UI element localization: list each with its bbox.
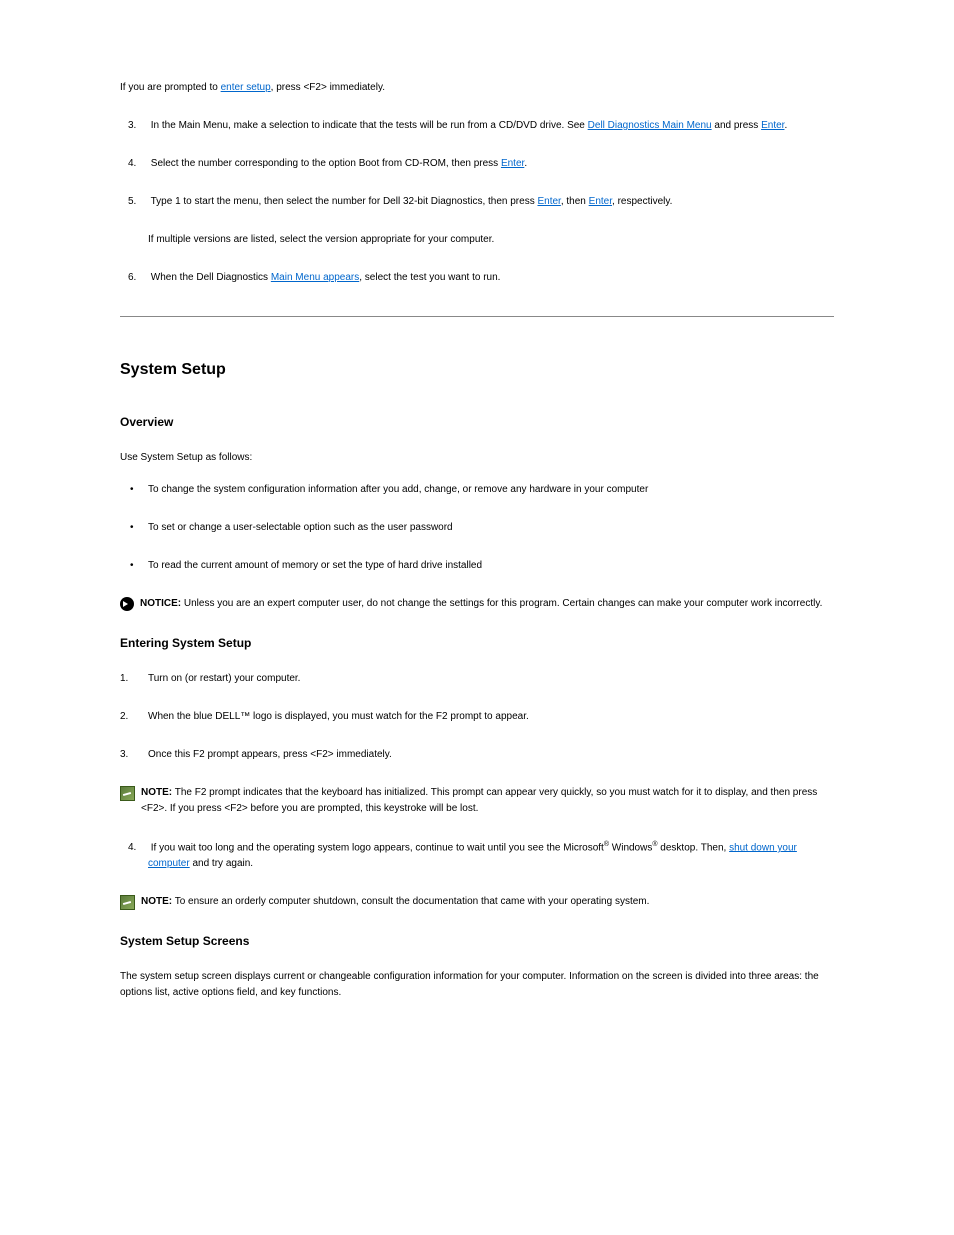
note-2-label: NOTE:: [141, 896, 172, 907]
enter-step-3-text: Once this F2 prompt appears, press <F2> …: [148, 749, 392, 760]
step-4-link[interactable]: Enter: [501, 158, 524, 169]
enter-step-4-after-before-link: desktop. Then,: [658, 842, 730, 853]
step-4: 4. Select the number corresponding to th…: [120, 156, 834, 172]
notice-text: NOTICE: Unless you are an expert compute…: [140, 596, 834, 612]
step-6: 6. When the Dell Diagnostics Main Menu a…: [120, 270, 834, 286]
enter-setup-link[interactable]: enter setup: [221, 82, 271, 93]
overview-bullet-1: To change the system configuration infor…: [120, 482, 834, 498]
step-5-num: 5.: [128, 194, 148, 210]
notice-icon: [120, 597, 134, 611]
note-icon: [120, 786, 135, 801]
step-3-text-before: In the Main Menu, make a selection to in…: [151, 120, 588, 131]
step-5-mid: , then: [561, 196, 589, 207]
step-6-link[interactable]: Main Menu appears: [271, 272, 359, 283]
step-5-link2[interactable]: Enter: [589, 196, 612, 207]
step-4-text: Select the number corresponding to the o…: [151, 158, 501, 169]
enter-step-2-num: 2.: [120, 709, 128, 725]
intro-line: If you are prompted to enter setup, pres…: [120, 80, 834, 96]
step-3: 3. In the Main Menu, make a selection to…: [120, 118, 834, 134]
enter-step-2-text: When the blue DELL™ logo is displayed, y…: [148, 711, 529, 722]
note-icon-2: [120, 895, 135, 910]
screens-heading: System Setup Screens: [120, 932, 834, 951]
step-5: 5. Type 1 to start the menu, then select…: [120, 194, 834, 210]
intro-after: , press <F2> immediately.: [271, 82, 385, 93]
note-2: NOTE: To ensure an orderly computer shut…: [120, 894, 834, 910]
enter-step-3: 3. Once this F2 prompt appears, press <F…: [120, 747, 834, 763]
step-3-num: 3.: [128, 118, 148, 134]
note-1-body: The F2 prompt indicates that the keyboar…: [141, 787, 817, 814]
step-4-num: 4.: [128, 156, 148, 172]
section-separator: [120, 316, 834, 317]
enter-steps: 1. Turn on (or restart) your computer. 2…: [120, 671, 834, 763]
enter-step-4-num: 4.: [128, 840, 148, 856]
screens-para: The system setup screen displays current…: [120, 969, 834, 1001]
intro-before: If you are prompted to: [120, 82, 221, 93]
step-6-before: When the Dell Diagnostics: [151, 272, 271, 283]
step-3-link1[interactable]: Dell Diagnostics Main Menu: [588, 120, 712, 131]
step-3-link2[interactable]: Enter: [761, 120, 784, 131]
overview-bullet-3: To read the current amount of memory or …: [120, 558, 834, 574]
enter-step-1: 1. Turn on (or restart) your computer.: [120, 671, 834, 687]
enter-step-3-num: 3.: [120, 747, 128, 763]
step-4-after: .: [524, 158, 527, 169]
note-1-label: NOTE:: [141, 787, 172, 798]
note-1: NOTE: The F2 prompt indicates that the k…: [120, 785, 834, 817]
entering-heading: Entering System Setup: [120, 634, 834, 653]
enter-step-1-text: Turn on (or restart) your computer.: [148, 673, 300, 684]
step-3-after: .: [784, 120, 787, 131]
overview-lead: Use System Setup as follows:: [120, 450, 834, 466]
step-5-sub: If multiple versions are listed, select …: [148, 232, 834, 248]
enter-step-4-mid: Windows: [609, 842, 652, 853]
step-5-mid2: , respectively.: [612, 196, 672, 207]
enter-step-4: 4. If you wait too long and the operatin…: [120, 839, 834, 872]
step-6-num: 6.: [128, 270, 148, 286]
step-5-link1[interactable]: Enter: [537, 196, 560, 207]
overview-bullet-2: To set or change a user-selectable optio…: [120, 520, 834, 536]
step-6-after: , select the test you want to run.: [359, 272, 500, 283]
step-5-text: Type 1 to start the menu, then select th…: [151, 196, 538, 207]
enter-step-4-before: If you wait too long and the operating s…: [151, 842, 604, 853]
notice-block: NOTICE: Unless you are an expert compute…: [120, 596, 834, 612]
overview-heading: Overview: [120, 413, 834, 432]
enter-step-1-num: 1.: [120, 671, 128, 687]
notice-body: Unless you are an expert computer user, …: [181, 598, 822, 609]
enter-step-4-after: and try again.: [190, 858, 253, 869]
system-setup-heading: System Setup: [120, 357, 834, 383]
note-2-text: NOTE: To ensure an orderly computer shut…: [141, 894, 834, 910]
enter-step-2: 2. When the blue DELL™ logo is displayed…: [120, 709, 834, 725]
step-3-mid: and press: [712, 120, 761, 131]
note-2-body: To ensure an orderly computer shutdown, …: [172, 896, 649, 907]
note-1-text: NOTE: The F2 prompt indicates that the k…: [141, 785, 834, 817]
notice-label: NOTICE:: [140, 598, 181, 609]
